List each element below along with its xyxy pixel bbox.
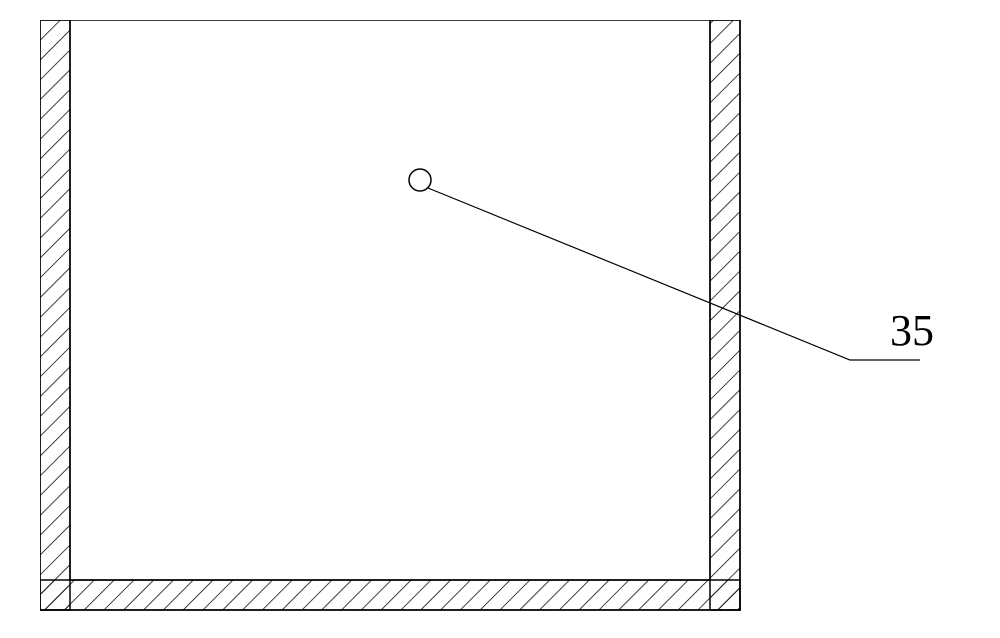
inner-outline: [70, 20, 710, 580]
left-wall: [40, 20, 70, 610]
technical-drawing-svg: [40, 20, 960, 620]
outer-outline: [40, 20, 740, 610]
center-marker-circle: [409, 169, 431, 191]
bottom-wall: [40, 580, 740, 610]
callout-leader-line: [428, 188, 920, 360]
diagram-container: [40, 20, 740, 610]
callout-label-35: 35: [890, 305, 934, 356]
right-wall: [710, 20, 740, 610]
